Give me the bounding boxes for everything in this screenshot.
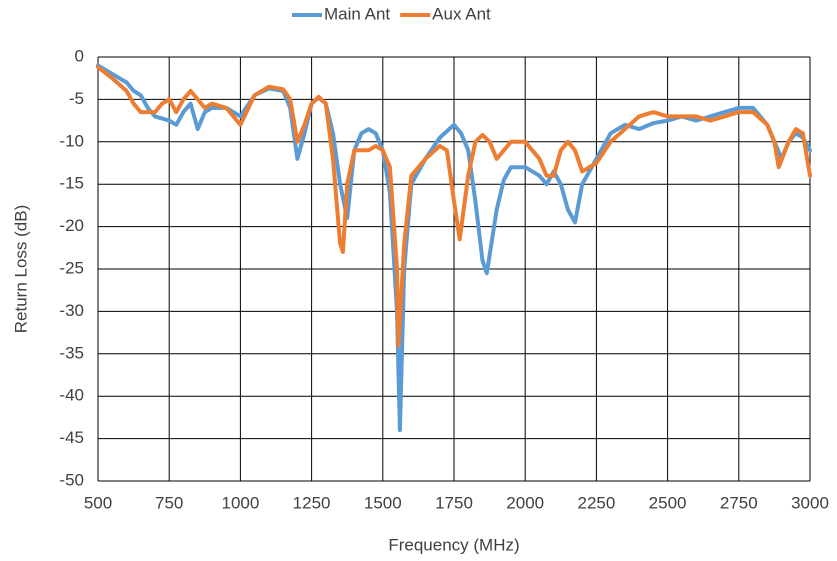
x-tick-label: 750 [155, 493, 183, 512]
y-tick-label: -30 [59, 301, 84, 320]
y-axis-label: Return Loss (dB) [11, 205, 30, 334]
x-tick-label: 500 [84, 493, 112, 512]
x-tick-label: 1750 [435, 493, 473, 512]
y-tick-label: -50 [59, 470, 84, 489]
y-tick-label: -40 [59, 386, 84, 405]
y-tick-label: -35 [59, 343, 84, 362]
x-axis-label: Frequency (MHz) [388, 535, 519, 554]
x-tick-label: 2250 [577, 493, 615, 512]
y-tick-label: -25 [59, 258, 84, 277]
y-tick-label: -45 [59, 428, 84, 447]
y-tick-label: -5 [69, 89, 84, 108]
x-tick-label: 2750 [720, 493, 758, 512]
line [96, 63, 812, 433]
y-tick-label: -10 [59, 131, 84, 150]
x-tick-label: 1500 [364, 493, 402, 512]
x-tick-label: 3000 [791, 493, 829, 512]
x-tick-label: 2500 [649, 493, 687, 512]
legend-label: Main Ant [324, 4, 390, 23]
line [96, 65, 812, 348]
y-tick-label: -15 [59, 174, 84, 193]
y-tick-label: -20 [59, 216, 84, 235]
x-tick-label: 1250 [293, 493, 331, 512]
x-tick-label: 1000 [221, 493, 259, 512]
legend-label: Aux Ant [432, 4, 491, 23]
x-tick-label: 2000 [506, 493, 544, 512]
y-tick-label: 0 [75, 46, 84, 65]
